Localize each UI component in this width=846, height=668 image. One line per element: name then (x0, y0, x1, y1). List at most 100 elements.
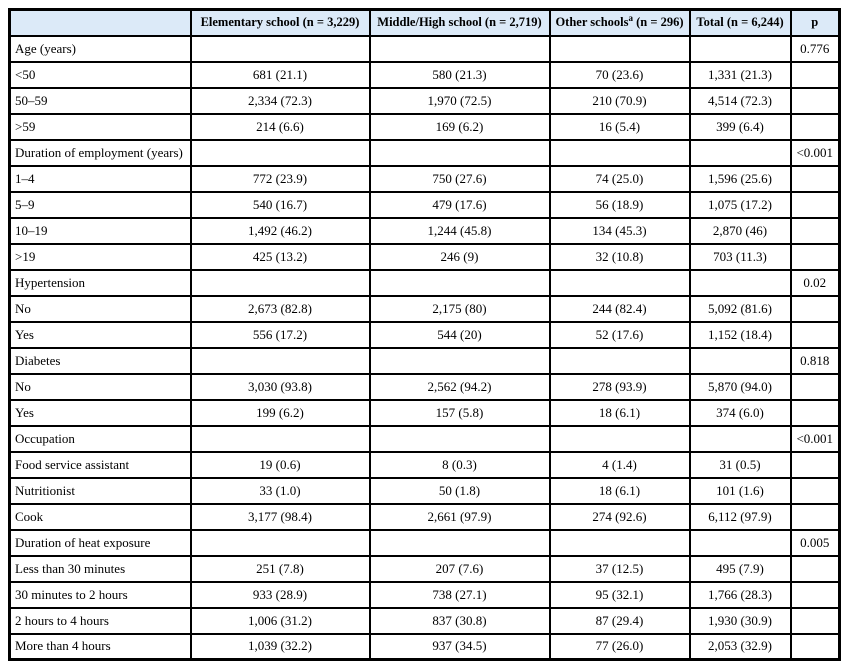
data-cell: 210 (70.9) (548, 86, 691, 115)
p-value-cell: <0.001 (789, 424, 841, 453)
row-label: Cook (8, 502, 192, 531)
data-cell (189, 346, 371, 375)
table-row: Food service assistant 19 (0.6) 8 (0.3) 4 (… (8, 450, 841, 479)
data-cell (189, 424, 371, 453)
table-row: No 2,673 (82.8) 2,175 (80) 244 (82.4) 5,092 … (8, 294, 841, 323)
p-value-cell (789, 580, 841, 609)
data-cell (688, 268, 792, 297)
data-cell: 1,331 (21.3) (688, 60, 792, 89)
data-cell (548, 424, 691, 453)
data-cell: 738 (27.1) (368, 580, 551, 609)
section-row: Occupation <0.001 (8, 424, 841, 453)
data-cell: 19 (0.6) (189, 450, 371, 479)
row-label: Nutritionist (8, 476, 192, 505)
data-cell: 1,766 (28.3) (688, 580, 792, 609)
data-cell (368, 268, 551, 297)
data-cell: 1,970 (72.5) (368, 86, 551, 115)
p-value-cell (789, 476, 841, 505)
row-label: 50–59 (8, 86, 192, 115)
data-cell: 750 (27.6) (368, 164, 551, 193)
p-value-cell (789, 502, 841, 531)
data-cell: 32 (10.8) (548, 242, 691, 271)
row-label: >19 (8, 242, 192, 271)
row-label: 30 minutes to 2 hours (8, 580, 192, 609)
data-cell (688, 34, 792, 63)
p-value-cell (789, 606, 841, 635)
section-row: Hypertension 0.02 (8, 268, 841, 297)
data-cell: 479 (17.6) (368, 190, 551, 219)
row-label: >59 (8, 112, 192, 141)
row-label: Yes (8, 320, 192, 349)
data-cell: 56 (18.9) (548, 190, 691, 219)
row-label: No (8, 294, 192, 323)
row-label: 5–9 (8, 190, 192, 219)
p-value-cell (789, 164, 841, 193)
demographics-table: Elementary school (n = 3,229) Middle/Hig… (8, 8, 841, 661)
data-cell (688, 424, 792, 453)
data-cell: 399 (6.4) (688, 112, 792, 141)
data-cell (548, 138, 691, 167)
data-cell: 134 (45.3) (548, 216, 691, 245)
row-label: Duration of heat exposure (8, 528, 192, 557)
data-cell: 251 (7.8) (189, 554, 371, 583)
data-cell: 199 (6.2) (189, 398, 371, 427)
p-value-cell (789, 294, 841, 323)
data-cell: 16 (5.4) (548, 112, 691, 141)
data-cell: 6,112 (97.9) (688, 502, 792, 531)
table-row: More than 4 hours 1,039 (32.2) 937 (34.5) 7… (8, 632, 841, 661)
data-cell: 244 (82.4) (548, 294, 691, 323)
data-cell: 1,006 (31.2) (189, 606, 371, 635)
data-cell: 772 (23.9) (189, 164, 371, 193)
data-cell: 4 (1.4) (548, 450, 691, 479)
row-label: 2 hours to 4 hours (8, 606, 192, 635)
data-cell: 18 (6.1) (548, 476, 691, 505)
data-cell: 5,092 (81.6) (688, 294, 792, 323)
data-cell: 2,661 (97.9) (368, 502, 551, 531)
data-cell: 246 (9) (368, 242, 551, 271)
data-cell: 31 (0.5) (688, 450, 792, 479)
data-cell: 374 (6.0) (688, 398, 792, 427)
data-cell: 2,334 (72.3) (189, 86, 371, 115)
other-schools-label: Other schools (555, 15, 629, 30)
p-value-cell (789, 242, 841, 271)
data-cell: 681 (21.1) (189, 60, 371, 89)
table-row: 5–9 540 (16.7) 479 (17.6) 56 (18.9) 1,075 (1… (8, 190, 841, 219)
data-cell (548, 346, 691, 375)
data-cell: 37 (12.5) (548, 554, 691, 583)
data-cell: 580 (21.3) (368, 60, 551, 89)
data-cell: 74 (25.0) (548, 164, 691, 193)
data-cell: 1,244 (45.8) (368, 216, 551, 245)
table-row: 50–59 2,334 (72.3) 1,970 (72.5) 210 (70.9) 4… (8, 86, 841, 115)
data-cell (688, 528, 792, 557)
data-cell (688, 346, 792, 375)
data-cell: 544 (20) (368, 320, 551, 349)
data-cell: 70 (23.6) (548, 60, 691, 89)
other-schools-n: (n = 296) (633, 15, 684, 30)
p-value-cell: 0.776 (789, 34, 841, 63)
column-header-other-schools: Other schoolsa (n = 296) (548, 8, 691, 37)
data-cell (548, 528, 691, 557)
section-row: Diabetes 0.818 (8, 346, 841, 375)
table-row: <50 681 (21.1) 580 (21.3) 70 (23.6) 1,331 (2… (8, 60, 841, 89)
table-row: Cook 3,177 (98.4) 2,661 (97.9) 274 (92.6) 6,… (8, 502, 841, 531)
paper-table-container: Elementary school (n = 3,229) Middle/Hig… (8, 8, 841, 661)
data-cell (189, 528, 371, 557)
data-cell: 169 (6.2) (368, 112, 551, 141)
table-row: Nutritionist 33 (1.0) 50 (1.8) 18 (6.1) 101 … (8, 476, 841, 505)
data-cell: 2,175 (80) (368, 294, 551, 323)
row-label: Food service assistant (8, 450, 192, 479)
p-value-cell (789, 86, 841, 115)
column-header-blank (8, 8, 192, 37)
data-cell (189, 138, 371, 167)
data-cell: 87 (29.4) (548, 606, 691, 635)
p-value-cell (789, 398, 841, 427)
data-cell: 278 (93.9) (548, 372, 691, 401)
p-value-cell: 0.005 (789, 528, 841, 557)
table-header: Elementary school (n = 3,229) Middle/Hig… (8, 8, 841, 37)
table-row: 1–4 772 (23.9) 750 (27.6) 74 (25.0) 1,596 (2… (8, 164, 841, 193)
p-value-cell (789, 632, 841, 661)
p-value-cell (789, 112, 841, 141)
section-row: Age (years) 0.776 (8, 34, 841, 63)
row-label: No (8, 372, 192, 401)
data-cell (189, 268, 371, 297)
